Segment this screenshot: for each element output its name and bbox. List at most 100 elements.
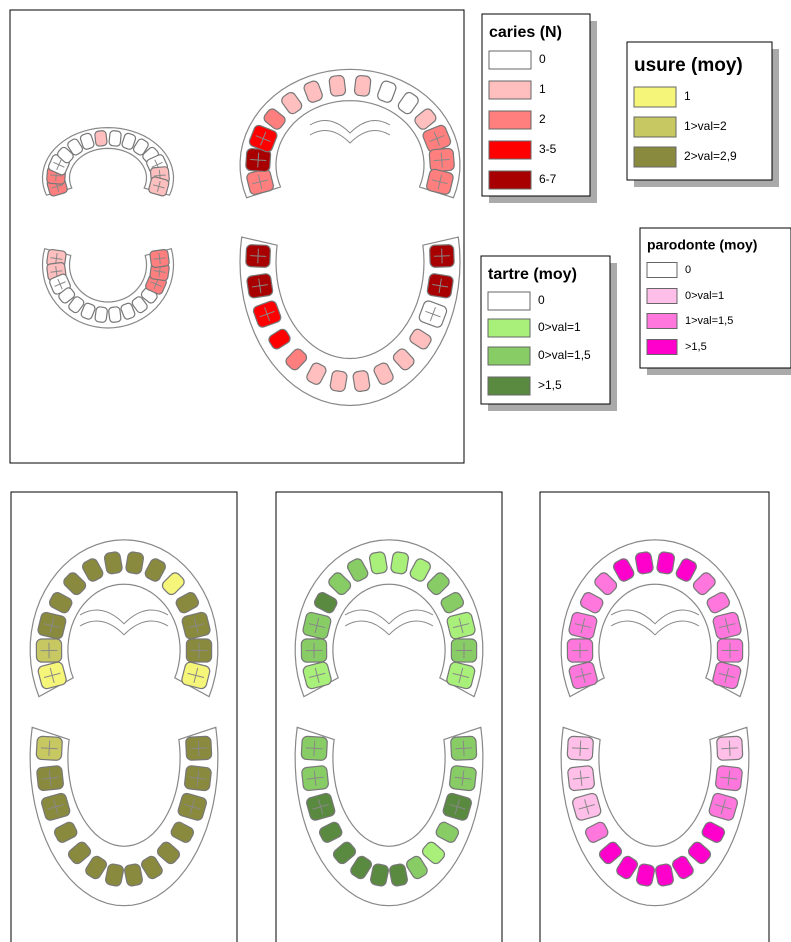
tooth [675, 558, 697, 582]
tooth-crown [306, 362, 327, 385]
tooth [373, 362, 394, 385]
tooth-groove [571, 642, 589, 659]
tooth-groove [449, 799, 466, 815]
tooth-groove [720, 770, 738, 786]
tooth-crown [584, 821, 609, 843]
tooth-crown [108, 130, 122, 147]
legend-label: 0 [538, 293, 545, 307]
tooth [144, 558, 166, 582]
tooth [285, 348, 308, 371]
legend-swatch [488, 110, 532, 130]
tooth-groove [54, 278, 66, 290]
tooth-crown [426, 572, 450, 596]
tooth-groove [189, 770, 207, 786]
tooth [185, 638, 213, 663]
tooth [701, 821, 726, 843]
tooth [57, 146, 74, 164]
tooth [421, 841, 446, 865]
tooth [302, 611, 332, 640]
tooth [429, 244, 455, 268]
legend-swatch [646, 262, 678, 278]
tooth [708, 792, 738, 821]
tooth [53, 821, 78, 843]
legend-box [481, 13, 591, 197]
tooth-groove [43, 617, 61, 634]
tooth [634, 551, 654, 575]
tooth-crown [94, 130, 108, 147]
tooth [124, 863, 143, 887]
tooth-crown [67, 841, 92, 865]
tooth [613, 558, 635, 582]
tooth [656, 551, 675, 575]
tooth [85, 855, 107, 880]
palate [610, 609, 700, 636]
tooth-crown [692, 572, 716, 596]
tooth [332, 841, 357, 865]
tooth [105, 863, 124, 887]
legend-label: 0 [539, 52, 546, 66]
tooth [108, 130, 122, 147]
tooth-groove [571, 740, 589, 757]
tooth [716, 735, 744, 761]
tooth-groove [40, 740, 58, 757]
tooth [37, 611, 67, 640]
tooth-groove [718, 667, 736, 683]
tooth-groove [190, 642, 208, 659]
tooth [426, 273, 454, 299]
tooth [120, 302, 136, 320]
tooth-crown [350, 855, 372, 880]
tooth [328, 74, 347, 97]
tooth-crown [82, 558, 104, 582]
tooth-groove [454, 770, 472, 786]
legend-label: >1,5 [685, 341, 707, 353]
tooth [716, 638, 744, 663]
tooth [156, 841, 181, 865]
tooth [389, 863, 408, 887]
tooth [35, 638, 63, 663]
tooth [715, 765, 743, 792]
legend-title: caries (N) [489, 24, 562, 41]
tooth [252, 300, 282, 328]
tooth-crown [144, 558, 166, 582]
tooth [687, 841, 712, 865]
tooth [598, 841, 623, 865]
panels [10, 491, 770, 942]
tooth-crown [435, 821, 460, 843]
tooth [377, 80, 397, 103]
tooth-groove [572, 770, 590, 786]
legend-label: 0 [685, 264, 691, 276]
tooth-crown [94, 306, 108, 323]
tooth-groove [41, 770, 59, 786]
tooth-crown [161, 572, 185, 596]
tooth [594, 572, 618, 596]
tooth [313, 592, 338, 614]
tooth [121, 132, 137, 150]
tooth-groove [153, 252, 166, 265]
tooth-crown [268, 328, 291, 350]
tooth [418, 300, 448, 328]
tooth [103, 551, 123, 575]
tooth-groove [259, 307, 275, 322]
tooth-groove [433, 248, 450, 264]
tooth [125, 551, 144, 575]
legend-title: usure (moy) [634, 55, 743, 76]
tooth [636, 863, 655, 887]
tooth-crown [353, 74, 372, 97]
legend-swatch [487, 376, 531, 396]
tooth-groove [452, 618, 470, 634]
tooth-groove [721, 642, 739, 659]
tooth-groove [153, 265, 166, 278]
tooth-crown [613, 558, 635, 582]
tooth [149, 249, 170, 268]
tooth-groove [50, 265, 63, 278]
legend-label: 1 [539, 82, 546, 96]
tooth [263, 108, 286, 130]
tooth [268, 328, 291, 350]
tooth-crown [368, 551, 388, 575]
tooth-groove [425, 307, 441, 322]
tooth-groove [578, 799, 595, 815]
tooth-crown [313, 592, 338, 614]
legend-swatch [646, 313, 678, 329]
tooth-crown [285, 348, 308, 371]
tooth-crown [392, 348, 415, 371]
